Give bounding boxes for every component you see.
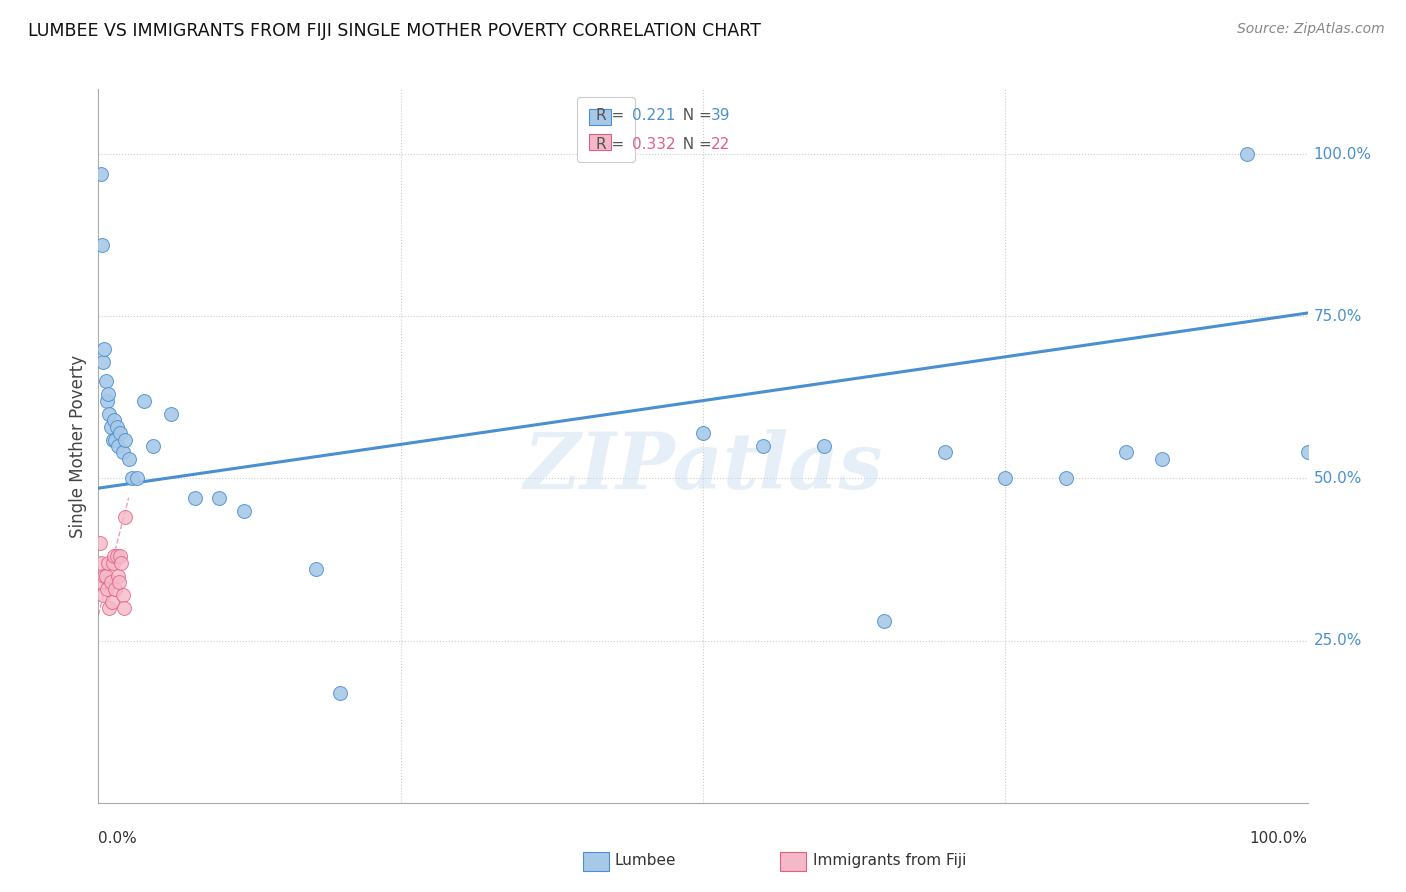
Point xyxy=(91,575,114,590)
Point xyxy=(232,504,254,518)
Point xyxy=(1054,471,1077,485)
Point xyxy=(127,471,149,485)
Point xyxy=(108,575,131,590)
Point xyxy=(305,562,328,576)
Point xyxy=(104,433,127,447)
Point xyxy=(97,556,120,570)
Text: 39: 39 xyxy=(711,108,731,123)
Point xyxy=(96,582,118,596)
Point xyxy=(934,445,956,459)
Point xyxy=(752,439,775,453)
Text: 22: 22 xyxy=(711,136,730,152)
Text: ZIPatlas: ZIPatlas xyxy=(523,429,883,506)
Point xyxy=(98,407,121,421)
Point xyxy=(208,491,231,505)
Point xyxy=(89,536,111,550)
Point xyxy=(111,588,134,602)
Point xyxy=(107,439,129,453)
Point xyxy=(105,419,128,434)
Text: 50.0%: 50.0% xyxy=(1313,471,1362,486)
Point xyxy=(994,471,1017,485)
Point xyxy=(91,238,114,252)
Point xyxy=(103,413,125,427)
Text: Source: ZipAtlas.com: Source: ZipAtlas.com xyxy=(1237,22,1385,37)
Point xyxy=(108,425,131,440)
Point xyxy=(112,601,135,615)
Point xyxy=(105,549,128,564)
Text: 0.0%: 0.0% xyxy=(98,831,138,847)
Point xyxy=(1115,445,1137,459)
Legend: , : , xyxy=(578,97,636,162)
Text: LUMBEE VS IMMIGRANTS FROM FIJI SINGLE MOTHER POVERTY CORRELATION CHART: LUMBEE VS IMMIGRANTS FROM FIJI SINGLE MO… xyxy=(28,22,761,40)
Point xyxy=(94,568,117,582)
Point xyxy=(94,374,117,388)
Text: N =: N = xyxy=(673,108,717,123)
Point xyxy=(1152,452,1174,467)
Point xyxy=(90,556,112,570)
Point xyxy=(93,568,115,582)
Text: R =: R = xyxy=(596,136,628,152)
Point xyxy=(98,601,121,615)
Point xyxy=(142,439,165,453)
Text: 100.0%: 100.0% xyxy=(1313,146,1372,161)
Point xyxy=(97,387,120,401)
Point xyxy=(121,471,143,485)
Text: 75.0%: 75.0% xyxy=(1313,309,1362,324)
Point xyxy=(160,407,183,421)
Point xyxy=(873,614,896,628)
Point xyxy=(91,588,114,602)
Point xyxy=(101,433,124,447)
Text: N =: N = xyxy=(673,136,717,152)
Point xyxy=(96,393,118,408)
Point xyxy=(114,433,136,447)
Text: 0.221: 0.221 xyxy=(633,108,676,123)
Point xyxy=(101,556,124,570)
Point xyxy=(108,549,131,564)
Point xyxy=(100,419,122,434)
Point xyxy=(100,595,122,609)
Text: R =: R = xyxy=(596,108,628,123)
Y-axis label: Single Mother Poverty: Single Mother Poverty xyxy=(69,354,87,538)
Point xyxy=(114,510,136,524)
Point xyxy=(118,452,141,467)
Point xyxy=(100,575,122,590)
Text: Immigrants from Fiji: Immigrants from Fiji xyxy=(813,854,966,868)
Point xyxy=(184,491,207,505)
Point xyxy=(91,354,114,368)
Point xyxy=(104,582,127,596)
Point xyxy=(103,549,125,564)
Point xyxy=(813,439,835,453)
Text: 100.0%: 100.0% xyxy=(1250,831,1308,847)
Point xyxy=(692,425,714,440)
Text: 25.0%: 25.0% xyxy=(1313,633,1362,648)
Point xyxy=(111,445,134,459)
Point xyxy=(93,342,115,356)
Point xyxy=(1296,445,1319,459)
Text: 0.332: 0.332 xyxy=(633,136,676,152)
Point xyxy=(1236,147,1258,161)
Point xyxy=(90,167,112,181)
Point xyxy=(110,556,132,570)
Point xyxy=(134,393,156,408)
Point xyxy=(107,568,129,582)
Point xyxy=(329,685,352,699)
Text: Lumbee: Lumbee xyxy=(614,854,676,868)
